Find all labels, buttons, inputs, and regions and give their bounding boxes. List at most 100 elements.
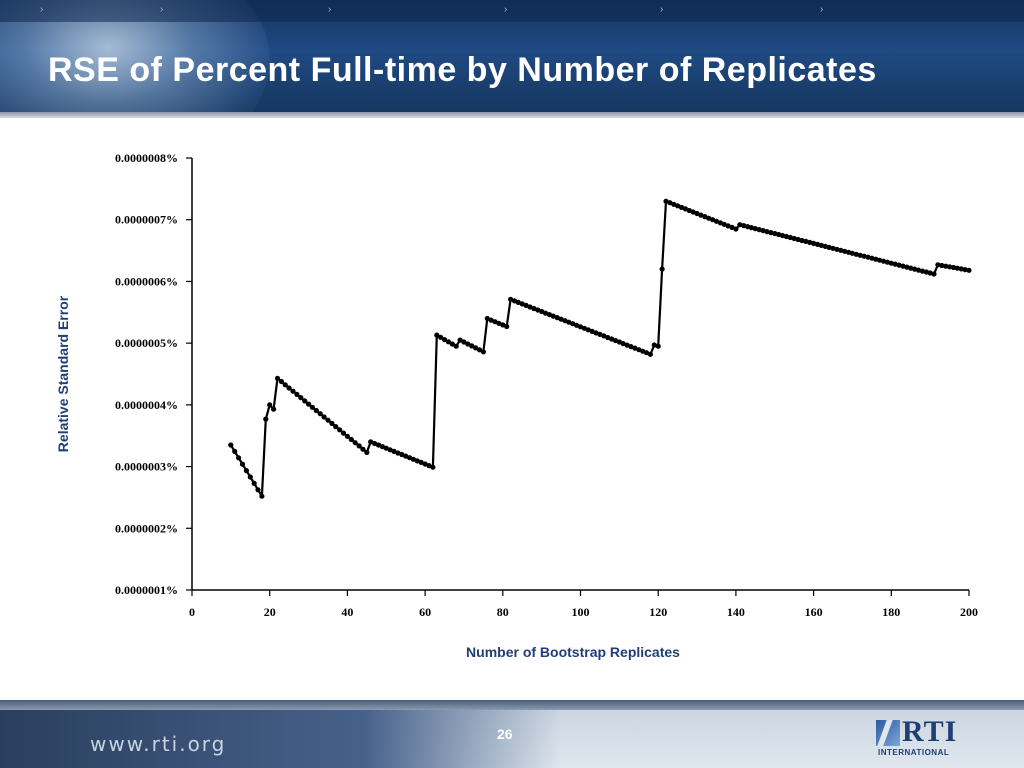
data-point <box>710 217 716 223</box>
data-point <box>694 210 700 217</box>
footer-url: www.rti.org <box>90 732 227 756</box>
data-point <box>325 417 331 423</box>
data-point <box>259 493 265 499</box>
data-point <box>445 339 451 345</box>
slide-footer: www.rti.org 26 RTI INTERNATIONAL <box>0 700 1024 768</box>
data-point <box>636 347 642 353</box>
data-point <box>830 245 836 251</box>
data-point <box>958 266 964 272</box>
data-point <box>943 263 949 269</box>
y-tick-label: 0.0000006% <box>115 274 178 288</box>
data-point <box>488 317 494 323</box>
data-point <box>391 448 397 454</box>
data-point <box>286 385 292 391</box>
data-point <box>783 233 790 240</box>
data-point <box>807 239 813 245</box>
data-point <box>624 342 630 348</box>
data-point <box>803 238 809 244</box>
data-point <box>597 331 603 337</box>
data-point <box>601 333 607 339</box>
data-point <box>814 241 821 247</box>
y-tick-label: 0.0000004% <box>115 398 178 412</box>
data-point <box>550 313 556 319</box>
data-point <box>255 487 261 493</box>
data-point <box>628 344 634 350</box>
data-point <box>927 270 933 276</box>
data-point <box>375 442 382 448</box>
x-axis-ticks: 0 20 40 60 80 100 120 140 160 180 200 <box>189 590 978 619</box>
data-point <box>663 198 669 204</box>
y-axis-title: Relative Standard Error <box>55 295 71 452</box>
data-point <box>581 325 588 331</box>
data-point <box>434 332 440 338</box>
data-point <box>904 264 910 270</box>
data-point <box>294 391 300 397</box>
data-point <box>232 448 238 454</box>
data-point <box>403 453 409 459</box>
data-point <box>278 378 284 385</box>
data-point <box>546 312 553 318</box>
data-point <box>818 242 825 248</box>
data-point <box>799 237 805 244</box>
data-point <box>469 343 475 349</box>
data-point <box>678 204 685 210</box>
data-point <box>939 262 945 269</box>
data-point <box>605 334 611 341</box>
data-point <box>519 301 525 307</box>
x-tick-label: 100 <box>572 605 590 619</box>
y-tick-label: 0.0000003% <box>115 460 178 474</box>
chevron-right-icon: › <box>328 4 332 15</box>
data-point <box>449 341 455 347</box>
data-point <box>888 260 894 266</box>
data-point <box>842 248 848 254</box>
logo-mark-icon <box>876 720 900 746</box>
x-tick-label: 180 <box>882 605 900 619</box>
data-point <box>531 305 537 312</box>
data-point <box>880 258 887 264</box>
data-point <box>877 257 883 263</box>
data-point <box>414 458 420 464</box>
data-point <box>441 337 448 343</box>
data-point <box>298 395 304 401</box>
chevron-right-icon: › <box>40 4 44 15</box>
x-tick-label: 140 <box>727 605 745 619</box>
data-point <box>733 226 739 232</box>
data-point <box>931 271 937 277</box>
slide-title: RSE of Percent Full-time by Number of Re… <box>48 51 877 89</box>
data-point <box>570 321 576 327</box>
header-band <box>0 0 1024 22</box>
y-tick-label: 0.0000007% <box>115 213 178 227</box>
data-point <box>768 230 774 236</box>
data-point <box>811 240 817 246</box>
y-tick-label: 0.0000001% <box>115 583 178 597</box>
data-point <box>267 402 273 408</box>
data-point <box>713 218 720 224</box>
y-tick-label: 0.0000008% <box>115 151 178 165</box>
data-point <box>857 252 863 258</box>
data-point <box>585 327 591 333</box>
x-tick-label: 160 <box>805 605 823 619</box>
data-point <box>686 207 692 214</box>
data-point <box>282 382 288 388</box>
data-point <box>612 337 619 344</box>
data-point <box>915 267 922 273</box>
data-point <box>422 461 428 467</box>
data-point <box>643 350 650 356</box>
data-point <box>372 440 378 447</box>
data-point <box>496 320 502 326</box>
data-point <box>247 474 253 480</box>
data-point <box>535 307 541 313</box>
data-point <box>698 212 704 218</box>
data-point <box>321 414 327 420</box>
x-tick-label: 60 <box>419 605 431 619</box>
data-point <box>453 343 459 349</box>
data-point <box>313 407 319 414</box>
data-point <box>309 404 315 410</box>
data-point <box>849 250 856 256</box>
data-point <box>263 416 269 422</box>
x-axis-title: Number of Bootstrap Replicates <box>466 644 680 660</box>
data-point <box>500 322 506 328</box>
data-point <box>333 424 339 430</box>
slide-header: › › › › › › RSE of Percent Full-time by … <box>0 0 1024 112</box>
data-point <box>430 464 436 470</box>
